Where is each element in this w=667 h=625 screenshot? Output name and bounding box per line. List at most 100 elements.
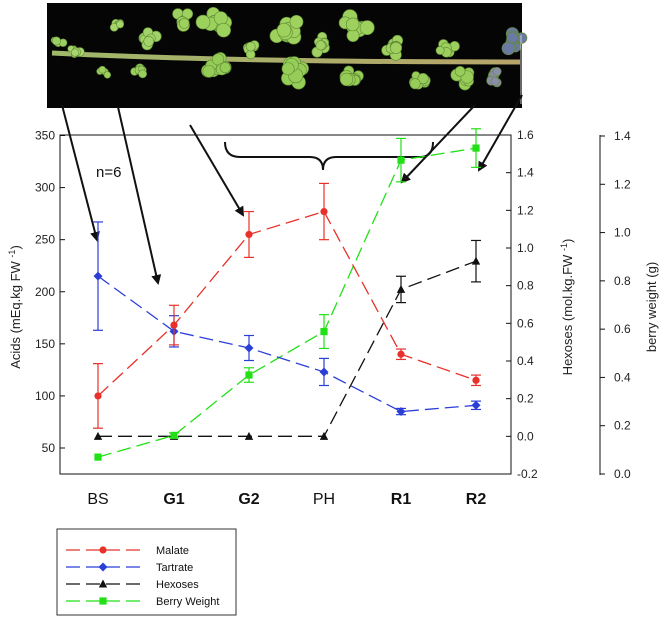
berry <box>315 40 326 51</box>
arrow-g2 <box>189 124 245 217</box>
berry <box>454 65 466 77</box>
arrow-r2 <box>478 94 523 172</box>
malate-point <box>320 207 328 216</box>
category-label-r2: R2 <box>466 491 487 508</box>
berry-weight-axis-tick-label: 1.4 <box>614 129 631 143</box>
category-label-bs: BS <box>87 491 108 508</box>
berry <box>501 41 516 56</box>
sample-size-annotation: n=6 <box>96 164 121 181</box>
left-axis-tick-label: 200 <box>35 285 55 299</box>
tartrate-point <box>93 271 103 281</box>
malate-point <box>472 376 480 384</box>
left-axis-tick-label: 300 <box>35 181 55 195</box>
hexoses-axis-label: Hexoses (mol.kg.FW -1) <box>559 239 575 376</box>
tartrate-line <box>97 275 477 413</box>
plot-frame <box>59 134 512 475</box>
berry-weight-line <box>97 147 477 458</box>
label-suffix: ) <box>8 245 23 249</box>
berry <box>213 11 228 26</box>
arrow-bs <box>61 104 100 242</box>
hexoses-axis-label-text: Hexoses (mol.kg.FW <box>560 254 575 375</box>
berry <box>70 48 80 57</box>
label-suffix: ) <box>560 239 575 243</box>
left-axis-tick-label: 250 <box>35 233 55 247</box>
hexoses-axis-tick-label: 0.0 <box>517 429 534 443</box>
berry <box>409 78 421 90</box>
series-malate <box>93 182 481 429</box>
hexoses-point <box>319 431 329 440</box>
left-axis-tick-label: 100 <box>35 389 55 403</box>
hexoses-axis-tick-label: 0.2 <box>517 392 534 406</box>
berry <box>98 65 107 74</box>
berry <box>138 69 147 79</box>
left-axis-tick-label: 150 <box>35 337 55 351</box>
hexoses-point <box>396 284 406 293</box>
superscript: -1 <box>559 243 569 251</box>
series-tartrate <box>93 221 481 417</box>
malate-line <box>97 210 477 397</box>
hexoses-point <box>93 431 103 440</box>
category-label-g2: G2 <box>238 491 259 508</box>
hexoses-axis: -0.2 0.0 0.2 0.4 0.6 0.8 1.0 1.2 1.4 1.6 <box>506 128 538 481</box>
berry <box>181 8 194 20</box>
tartrate-point <box>319 367 329 377</box>
tartrate-point <box>471 400 481 410</box>
left-axis-tick-label: 350 <box>35 129 55 143</box>
berry <box>506 31 518 44</box>
berry <box>281 62 295 76</box>
hexoses-axis-tick-label: 1.4 <box>517 166 534 180</box>
hexoses-point <box>244 431 254 440</box>
berry-weight-axis-tick-label: 1.0 <box>614 226 631 240</box>
hexoses-line <box>98 260 477 437</box>
berry <box>435 46 445 55</box>
berry <box>417 73 429 85</box>
berry <box>490 76 500 86</box>
left-axis-tick-label: 50 <box>42 441 56 455</box>
berry <box>339 72 354 87</box>
berry <box>116 20 125 29</box>
hexoses-axis-tick-label: 1.0 <box>517 241 534 255</box>
berry-weight-point <box>320 327 328 336</box>
berry-weight-point <box>472 144 480 152</box>
berry <box>178 18 190 29</box>
left-axis-label-text: Acids (mEq.kg FW <box>8 260 23 368</box>
berry-weight-point <box>397 156 405 164</box>
berry <box>143 36 155 47</box>
superscript: -1 <box>7 250 17 258</box>
berry <box>492 67 502 76</box>
berry-weight-axis-label-text: berry weight (g) <box>644 262 659 352</box>
berry <box>245 41 256 52</box>
malate-point <box>397 350 405 358</box>
legend: Malate Tartrate Hexoses Berry Weight <box>56 528 237 616</box>
hexoses-axis-tick-label: -0.2 <box>517 467 538 481</box>
hexoses-point <box>471 256 481 265</box>
arrow-g1 <box>117 106 162 285</box>
berry <box>345 17 360 32</box>
category-label-ph: PH <box>313 491 335 508</box>
hexoses-axis-tick-label: 0.6 <box>517 316 534 330</box>
legend-tartrate-label: Tartrate <box>156 562 193 574</box>
berry-weight-axis-tick-label: 0.6 <box>614 322 631 336</box>
hexoses-axis-tick-label: 1.6 <box>517 128 534 142</box>
berry <box>289 14 304 29</box>
left-axis: 50 100 150 200 250 300 350 <box>35 129 65 455</box>
berry-weight-point <box>170 431 178 439</box>
bracket <box>224 141 434 171</box>
legend-tartrate-marker <box>98 562 108 572</box>
hexoses-axis-tick-label: 0.4 <box>517 354 534 368</box>
grape-cluster-photo <box>47 3 528 108</box>
berry-weight-axis-tick-label: 0.8 <box>614 274 631 288</box>
berry <box>219 62 231 74</box>
berry <box>359 20 375 36</box>
berry <box>51 36 61 46</box>
berry-weight-axis-label: berry weight (g) <box>644 262 659 352</box>
tartrate-point <box>396 407 406 417</box>
malate-point <box>245 230 253 239</box>
malate-point <box>94 392 102 400</box>
series-berry-weight <box>94 128 481 461</box>
berry-weight-axis-tick-label: 0.0 <box>614 467 631 481</box>
stage-arrows <box>61 94 523 285</box>
berry-weight-point <box>94 453 102 461</box>
berry <box>276 22 292 38</box>
